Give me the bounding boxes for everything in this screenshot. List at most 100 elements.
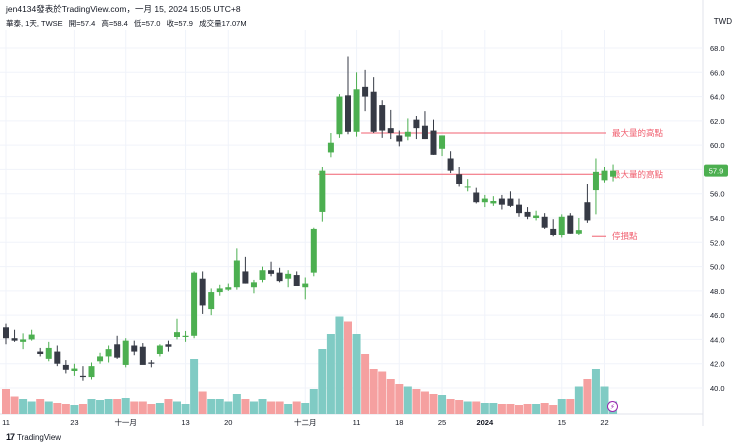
candle-body <box>3 327 9 339</box>
volume-bar <box>480 403 489 414</box>
candle-body <box>139 346 146 365</box>
candle-body <box>524 211 531 217</box>
candle-body <box>464 186 471 188</box>
candle-body <box>242 271 249 284</box>
volume-bar <box>540 403 549 414</box>
volume-bar <box>232 394 241 414</box>
volume-bar <box>10 396 19 414</box>
volume-bar <box>301 403 310 414</box>
candle-body <box>88 366 95 378</box>
candle-body <box>71 368 78 371</box>
volume-bar <box>147 404 156 414</box>
volume-bar <box>489 403 498 414</box>
candle-body <box>302 283 309 288</box>
candle-body <box>131 345 138 352</box>
volume-bar <box>591 369 600 414</box>
y-tick-label: 42.0 <box>710 360 725 369</box>
y-tick-label: 64.0 <box>710 93 725 102</box>
volume-bar <box>224 401 233 414</box>
volume-bar <box>344 321 352 414</box>
candle-body <box>165 344 172 347</box>
volume-bar <box>412 389 421 414</box>
volume-bar <box>395 384 404 414</box>
volume-bar <box>438 395 447 414</box>
volume-bar <box>61 404 70 414</box>
candle-body <box>225 287 232 290</box>
close-value: 收=57.9 <box>166 19 193 28</box>
candle-body <box>601 170 608 181</box>
candle-body <box>481 198 488 203</box>
candle-body <box>276 272 283 282</box>
volume-bar <box>429 394 438 414</box>
volume-bar <box>361 354 370 414</box>
volume-bar <box>113 399 122 414</box>
candle-body <box>558 216 565 235</box>
candle-body <box>413 119 420 129</box>
volume-bar <box>566 399 575 414</box>
candle-body <box>610 170 617 177</box>
candle-body <box>293 275 300 286</box>
x-tick-label: 22 <box>600 418 608 427</box>
brand-name: TradingView <box>17 432 62 442</box>
last-price-badge <box>704 164 728 177</box>
volume-bar <box>2 389 10 414</box>
volume-bar <box>96 400 105 414</box>
candle-body <box>216 288 223 293</box>
candle-body <box>259 270 266 280</box>
volume-bar <box>515 405 523 414</box>
candle-body <box>533 215 540 218</box>
volume-bar <box>284 404 293 414</box>
candle-body <box>122 340 129 365</box>
volume-bar <box>78 404 87 414</box>
publish-info: jen4134發表於TradingView.com，一月 15, 2024 15… <box>6 4 241 14</box>
symbol-label[interactable]: 華泰, 1天, TWSE <box>6 19 63 28</box>
volume-bar <box>386 379 395 414</box>
candle-body <box>319 170 326 212</box>
volume-bar <box>403 386 412 414</box>
volume-bar <box>53 403 62 414</box>
x-tick-label: 十二月 <box>294 417 317 427</box>
y-tick-label: 60.0 <box>710 141 725 150</box>
volume-bar <box>215 399 224 414</box>
y-tick-label: 52.0 <box>710 238 725 247</box>
volume-bar <box>249 401 258 414</box>
candle-body <box>498 198 505 205</box>
candle-body <box>182 335 189 337</box>
volume-bar <box>583 379 592 414</box>
candle-body <box>105 349 112 357</box>
candle-body <box>345 95 351 132</box>
candle-body <box>208 292 215 310</box>
y-tick-label: 68.0 <box>710 44 725 53</box>
x-tick-label: 15 <box>558 418 566 427</box>
volume-bar <box>420 391 429 414</box>
candle-body <box>516 204 522 214</box>
currency-label: TWD <box>713 17 732 26</box>
replay-icon[interactable]: ⚡ <box>607 401 618 412</box>
volume-bar <box>27 401 36 414</box>
volume-bar <box>241 399 250 414</box>
tradingview-brand[interactable]: 17 TradingView <box>6 432 61 442</box>
volume-bar <box>258 399 267 414</box>
level-annotation: 最大量的高點 <box>612 128 664 139</box>
x-tick-label: 十一月 <box>114 417 137 427</box>
volume-bar <box>318 349 327 414</box>
candle-body <box>233 260 240 288</box>
volume-bar <box>326 334 335 414</box>
candle-body <box>62 364 69 370</box>
candle-body <box>447 158 454 171</box>
volume-bar <box>309 389 318 414</box>
candle-body <box>285 273 292 279</box>
volume-bar <box>190 359 199 414</box>
y-tick-label: 62.0 <box>710 117 725 126</box>
volume-bar <box>121 398 130 414</box>
volume-bar <box>506 404 515 414</box>
volume-bar <box>70 405 79 414</box>
volume-bar <box>267 401 276 414</box>
candle-body <box>11 338 18 341</box>
candle-body <box>54 351 61 364</box>
candle-body <box>507 198 514 206</box>
volume-bar <box>181 404 190 414</box>
volume-bar <box>130 401 139 414</box>
candle-body <box>541 216 548 228</box>
